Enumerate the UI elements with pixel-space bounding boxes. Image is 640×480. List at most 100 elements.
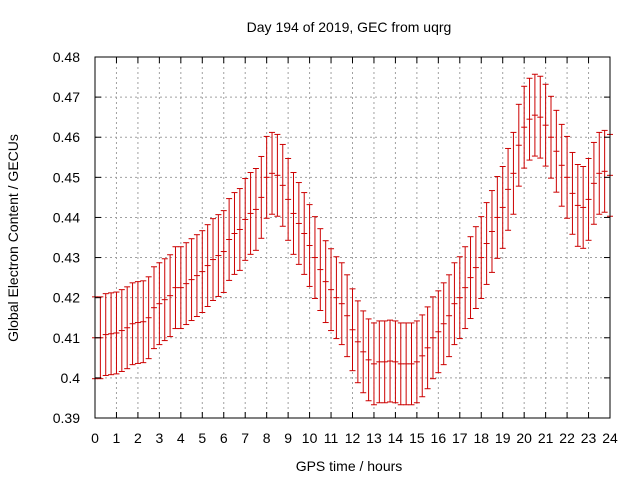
error-bar bbox=[478, 216, 485, 299]
error-bar bbox=[596, 131, 603, 215]
x-tick-label: 0 bbox=[91, 430, 99, 446]
error-bar bbox=[252, 168, 259, 251]
error-bar bbox=[210, 218, 217, 301]
chart-title: Day 194 of 2019, GEC from uqrg bbox=[247, 19, 452, 35]
x-tick-label: 9 bbox=[284, 430, 292, 446]
y-axis-label: Global Electron Content / GECUs bbox=[5, 134, 21, 342]
error-bar bbox=[188, 238, 195, 322]
error-bar bbox=[274, 133, 281, 217]
error-bar bbox=[338, 262, 345, 346]
error-bar bbox=[306, 204, 313, 287]
error-bar bbox=[151, 266, 158, 350]
error-bar bbox=[424, 306, 431, 390]
error-bars bbox=[92, 73, 613, 406]
error-bar bbox=[183, 242, 190, 326]
error-bar bbox=[156, 262, 163, 346]
y-tick-label: 0.41 bbox=[53, 330, 80, 346]
error-bar bbox=[387, 319, 394, 403]
y-tick-label: 0.47 bbox=[53, 89, 80, 105]
x-tick-label: 1 bbox=[113, 430, 121, 446]
error-bar bbox=[537, 75, 544, 159]
x-tick-label: 18 bbox=[473, 430, 489, 446]
x-tick-label: 10 bbox=[302, 430, 318, 446]
error-bar bbox=[102, 293, 109, 376]
y-tick-label: 0.48 bbox=[53, 49, 80, 65]
error-bar bbox=[290, 172, 297, 255]
error-bar bbox=[467, 236, 474, 320]
x-tick-label: 17 bbox=[452, 430, 468, 446]
x-tick-label: 2 bbox=[134, 430, 142, 446]
error-bar bbox=[129, 282, 136, 366]
error-bar bbox=[199, 230, 206, 314]
error-bar bbox=[408, 322, 415, 406]
error-bar bbox=[354, 300, 361, 384]
error-bar bbox=[172, 246, 179, 330]
error-bar bbox=[247, 172, 254, 255]
error-bar bbox=[258, 155, 265, 239]
error-bar bbox=[483, 202, 490, 285]
x-tick-label: 23 bbox=[581, 430, 597, 446]
y-tick-label: 0.42 bbox=[53, 290, 80, 306]
error-bar bbox=[360, 310, 367, 394]
error-bar bbox=[376, 320, 383, 404]
x-tick-label: 24 bbox=[602, 430, 618, 446]
error-bar bbox=[564, 135, 571, 219]
y-tick-label: 0.43 bbox=[53, 250, 80, 266]
error-bar bbox=[558, 123, 565, 207]
error-bar bbox=[515, 103, 522, 187]
x-tick-label: 3 bbox=[155, 430, 163, 446]
x-tick-label: 22 bbox=[559, 430, 575, 446]
x-tick-label: 20 bbox=[516, 430, 532, 446]
error-bar bbox=[505, 147, 512, 231]
error-bar bbox=[499, 166, 506, 249]
error-bar bbox=[193, 234, 200, 318]
error-bar bbox=[269, 131, 276, 215]
error-bar bbox=[413, 320, 420, 404]
x-tick-label: 12 bbox=[345, 430, 361, 446]
error-bar bbox=[215, 214, 222, 297]
error-bar bbox=[333, 256, 340, 340]
x-tick-label: 21 bbox=[538, 430, 554, 446]
error-bar bbox=[145, 276, 152, 360]
error-bar bbox=[328, 248, 335, 332]
error-bar bbox=[494, 176, 501, 259]
error-bar bbox=[113, 291, 120, 375]
x-tick-label: 6 bbox=[220, 430, 228, 446]
x-tick-label: 11 bbox=[324, 430, 339, 446]
y-tick-label: 0.39 bbox=[53, 410, 80, 426]
error-bar bbox=[488, 190, 495, 273]
y-tick-label: 0.4 bbox=[61, 370, 81, 386]
error-bar bbox=[526, 77, 533, 161]
error-bar bbox=[204, 224, 211, 307]
error-bar bbox=[590, 141, 597, 225]
error-bar bbox=[446, 274, 453, 358]
x-tick-label: 7 bbox=[241, 430, 249, 446]
error-bar bbox=[370, 322, 377, 406]
error-bar bbox=[601, 129, 608, 213]
error-bar bbox=[349, 288, 356, 372]
error-bar bbox=[108, 292, 115, 376]
error-bar bbox=[542, 83, 549, 167]
error-bar bbox=[140, 280, 147, 364]
x-tick-label: 15 bbox=[409, 430, 425, 446]
error-bar bbox=[521, 85, 528, 169]
error-bar bbox=[118, 289, 125, 372]
error-bar bbox=[531, 73, 538, 157]
x-tick-label: 13 bbox=[366, 430, 382, 446]
error-bar bbox=[553, 109, 560, 193]
error-bar bbox=[161, 258, 168, 342]
error-bar bbox=[124, 286, 131, 370]
x-tick-label: 14 bbox=[388, 430, 404, 446]
error-bar bbox=[344, 274, 351, 358]
error-bar bbox=[311, 216, 318, 299]
x-tick-label: 19 bbox=[495, 430, 511, 446]
error-bar bbox=[301, 192, 308, 275]
error-bar bbox=[231, 192, 238, 275]
x-tick-label: 8 bbox=[263, 430, 271, 446]
y-tick-label: 0.45 bbox=[53, 169, 80, 185]
error-bar bbox=[365, 318, 372, 402]
x-axis-label: GPS time / hours bbox=[296, 458, 403, 474]
error-bar bbox=[226, 198, 233, 281]
